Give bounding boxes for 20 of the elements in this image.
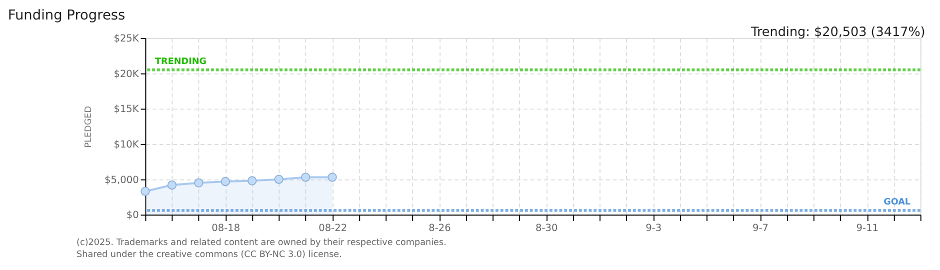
text: (c)2025. Trademarks and related content are owned by their respective companies.	[76, 238, 446, 248]
x-tick-label: 9-7	[752, 222, 768, 234]
y-tick-label: $20K	[114, 68, 140, 80]
ref-line-label: GOAL	[884, 198, 911, 208]
x-tick-label: 9-11	[856, 222, 879, 234]
x-tick-label: 08-22	[318, 222, 348, 234]
y-tick-label: $5,000	[104, 174, 139, 186]
y-tick-label: $10K	[114, 139, 140, 150]
x-tick-label: 8-26	[428, 222, 451, 234]
ref-line-label: TRENDING	[155, 56, 207, 67]
y-tick-label: $25K	[114, 33, 140, 44]
y-tick-label: $15K	[114, 104, 140, 116]
annotation: Trending: $20,503 (3417%)	[750, 25, 926, 40]
chart-title: Funding Progress	[8, 7, 126, 24]
y-axis-title: PLEDGED	[84, 106, 94, 148]
x-tick-label: 8-30	[536, 222, 558, 234]
text: Shared under the creative commons (CC BY-NC 3.0) license.	[76, 250, 342, 260]
y-tick-label: $0	[126, 210, 139, 222]
x-tick-label: 9-3	[646, 222, 662, 234]
x-tick-label: 08-18	[212, 222, 240, 234]
